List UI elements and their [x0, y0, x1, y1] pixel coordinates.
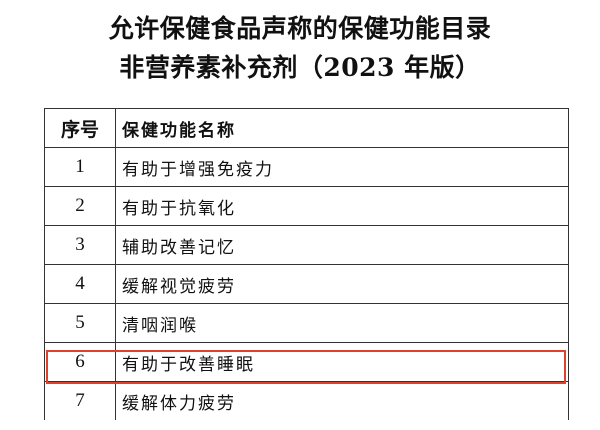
- row-function-name: 有助于增强免疫力: [115, 147, 569, 187]
- row-function-name: 辅助改善记忆: [115, 225, 569, 265]
- row-number: 6: [44, 342, 116, 382]
- table-row: 1 有助于增强免疫力: [44, 147, 569, 187]
- table-row: 4 缓解视觉疲劳: [44, 264, 569, 304]
- row-function-name: 清咽润喉: [115, 303, 569, 343]
- table-row: 5 清咽润喉: [44, 303, 569, 343]
- table-header-row: 序号 保健功能名称: [44, 108, 569, 148]
- document-subtitle: 非营养素补充剂（2023 年版）: [119, 53, 481, 82]
- table-row: 2 有助于抗氧化: [44, 186, 569, 226]
- header-function-name: 保健功能名称: [115, 108, 569, 148]
- document-title: 允许保健食品声称的保健功能目录: [108, 14, 492, 43]
- row-function-name: 有助于抗氧化: [115, 186, 569, 226]
- table-row: 7 缓解体力疲劳: [44, 381, 569, 420]
- row-function-name: 有助于改善睡眠: [115, 342, 569, 382]
- header-serial-number: 序号: [44, 108, 116, 148]
- row-function-name: 缓解视觉疲劳: [115, 264, 569, 304]
- row-number: 1: [44, 147, 116, 187]
- row-number: 2: [44, 186, 116, 226]
- health-function-table: 序号 保健功能名称 1 有助于增强免疫力 2 有助于抗氧化 3 辅助改善记忆 4…: [44, 108, 569, 420]
- table-row-highlighted: 6 有助于改善睡眠: [44, 342, 569, 382]
- row-function-name: 缓解体力疲劳: [115, 381, 569, 420]
- row-number: 4: [44, 264, 116, 304]
- row-number: 5: [44, 303, 116, 343]
- table-row: 3 辅助改善记忆: [44, 225, 569, 265]
- row-number: 3: [44, 225, 116, 265]
- row-number: 7: [44, 381, 116, 420]
